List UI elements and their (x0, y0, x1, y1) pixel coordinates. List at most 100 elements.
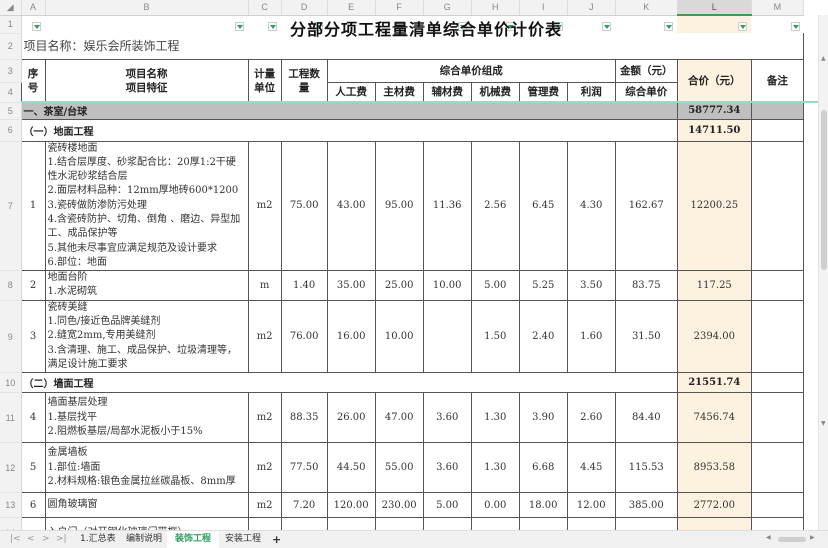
cell[interactable] (21, 15, 45, 33)
aux-cell[interactable]: 3.60 (422, 442, 472, 494)
sheet-tab-decoration[interactable]: 装饰工程 (167, 531, 220, 548)
remark-cell[interactable] (750, 140, 805, 272)
seq-cell[interactable] (20, 517, 46, 530)
row-header[interactable]: 10 (0, 372, 22, 394)
aux-cell[interactable]: 10.00 (422, 270, 472, 301)
prev-sheet-icon[interactable]: < (27, 534, 35, 544)
horizontal-scroll-thumb[interactable] (778, 537, 806, 542)
mgmt-cell[interactable]: 6.68 (518, 442, 568, 494)
mech-cell[interactable]: 1.30 (470, 392, 520, 444)
row-header[interactable]: 9 (0, 300, 22, 374)
aux-cell[interactable]: 3.60 (422, 392, 472, 444)
profit-cell[interactable]: 3.50 (566, 270, 616, 301)
scroll-right-icon[interactable]: ▶ (810, 534, 815, 541)
add-sheet-button[interactable]: + (272, 533, 282, 546)
qty-cell[interactable]: 75.00 (280, 140, 328, 272)
mgmt-cell[interactable]: 18.00 (518, 492, 568, 519)
section-total[interactable]: 21551.74 (676, 372, 752, 394)
column-header-g[interactable]: G (423, 0, 472, 16)
profit-cell[interactable]: 4.30 (566, 140, 616, 272)
filter-dropdown-icon[interactable] (235, 22, 245, 31)
column-header-k[interactable]: K (615, 0, 678, 16)
spreadsheet-grid[interactable]: ◢ A B C D E F G H I J K L M 1 2 项目名称：娱乐会所装饰工程 3 序号 项目… (0, 0, 818, 530)
total-cell[interactable]: 2394.00 (676, 299, 752, 374)
seq-cell[interactable]: 4 (20, 392, 46, 444)
mech-cell[interactable]: 5.00 (470, 270, 520, 301)
labor-cell[interactable]: 16.00 (326, 299, 376, 374)
cell[interactable] (677, 15, 752, 33)
row-header[interactable]: 6 (0, 119, 22, 142)
cell[interactable] (248, 15, 281, 33)
column-header-m[interactable]: M (751, 0, 805, 16)
main-cell[interactable]: 230.00 (374, 492, 424, 519)
next-sheet-icon[interactable]: > (42, 534, 50, 544)
unit-cell[interactable]: m2 (247, 392, 282, 444)
column-header-e[interactable]: E (327, 0, 376, 16)
remark-cell[interactable] (750, 101, 805, 120)
remark-cell[interactable] (750, 492, 805, 519)
column-header-f[interactable]: F (375, 0, 424, 16)
row-header[interactable]: 14 (0, 517, 22, 530)
row-header[interactable]: 5 (0, 102, 22, 120)
labor-cell[interactable]: 43.00 (326, 140, 376, 272)
unit-price-cell[interactable]: 385.00 (614, 492, 678, 519)
aux-cell[interactable]: 5.00 (422, 492, 472, 519)
labor-cell[interactable]: 26.00 (326, 392, 376, 444)
filter-dropdown-icon[interactable] (602, 22, 612, 31)
section-label[interactable]: （一）地面工程 (20, 119, 678, 142)
mech-cell[interactable]: 1.50 (470, 299, 520, 374)
main-cell[interactable]: 10.00 (374, 299, 424, 374)
labor-cell[interactable]: 44.50 (326, 442, 376, 494)
remark-cell[interactable] (750, 118, 805, 142)
filter-dropdown-icon[interactable] (664, 22, 674, 31)
row-header[interactable]: 11 (0, 392, 22, 444)
unit-price-cell[interactable]: 162.67 (614, 140, 678, 272)
profit-cell[interactable]: 4.45 (566, 442, 616, 494)
item-description-cell[interactable]: 瓷砖楼地面 1.结合层厚度、砂浆配合比：20厚1:2干硬性水泥砂浆结合层 2.面… (44, 140, 249, 272)
cell[interactable] (615, 15, 677, 33)
qty-cell[interactable] (280, 517, 328, 530)
filter-dropdown-icon[interactable] (268, 22, 278, 31)
qty-cell[interactable]: 1.40 (280, 270, 328, 301)
qty-cell[interactable]: 76.00 (280, 299, 328, 374)
row-header[interactable]: 13 (0, 492, 22, 519)
seq-cell[interactable]: 5 (20, 442, 46, 494)
column-header-i[interactable]: I (519, 0, 568, 16)
unit-cell[interactable]: m2 (247, 140, 282, 272)
labor-cell[interactable]: 35.00 (326, 270, 376, 301)
labor-cell[interactable] (326, 517, 376, 530)
total-cell[interactable] (676, 517, 752, 530)
main-cell[interactable]: 25.00 (374, 270, 424, 301)
filter-dropdown-icon[interactable] (554, 22, 564, 31)
profit-cell[interactable]: 2.60 (566, 392, 616, 444)
row-header[interactable]: 8 (0, 270, 22, 301)
mgmt-cell[interactable]: 6.45 (518, 140, 568, 272)
remark-cell[interactable] (750, 517, 805, 530)
cell[interactable] (471, 15, 519, 33)
unit-price-cell[interactable]: 84.40 (614, 392, 678, 444)
aux-cell[interactable] (422, 299, 472, 374)
item-description-cell[interactable]: 地面台阶 1.水泥砌筑 (44, 270, 249, 301)
profit-cell[interactable]: 12.00 (566, 492, 616, 519)
vertical-scrollbar[interactable]: ▲ ▼ (818, 15, 828, 530)
aux-cell[interactable] (422, 517, 472, 530)
item-description-cell[interactable]: 墙面基层处理 1.基层找平 2.阻燃板基层/局部水泥板小于15% (44, 392, 249, 444)
total-cell[interactable]: 117.25 (676, 270, 752, 301)
unit-price-cell[interactable]: 31.50 (614, 299, 678, 374)
main-cell[interactable] (374, 517, 424, 530)
major-section-label[interactable]: 一、茶室/台球 (20, 102, 678, 120)
horizontal-scrollbar[interactable]: ◀ ▶ (758, 534, 823, 544)
remark-cell[interactable] (750, 372, 805, 394)
section-label[interactable]: （二）墙面工程 (20, 372, 678, 394)
unit-cell[interactable]: m2 (247, 442, 282, 494)
total-cell[interactable]: 12200.25 (676, 140, 752, 272)
scroll-down-icon[interactable]: ▼ (821, 420, 826, 427)
cell[interactable] (423, 15, 471, 33)
item-description-cell[interactable]: 瓷砖美缝 1.同色/接近色品牌美缝剂 2.缝宽2mm,专用美缝剂 3.含清理、施… (44, 299, 249, 374)
column-header-l[interactable]: L (677, 0, 752, 16)
row-header[interactable]: 12 (0, 442, 22, 494)
row-header[interactable]: 2 (0, 33, 22, 60)
filter-dropdown-icon[interactable] (458, 22, 468, 31)
filter-dropdown-icon[interactable] (790, 22, 800, 31)
qty-cell[interactable]: 7.20 (280, 492, 328, 519)
